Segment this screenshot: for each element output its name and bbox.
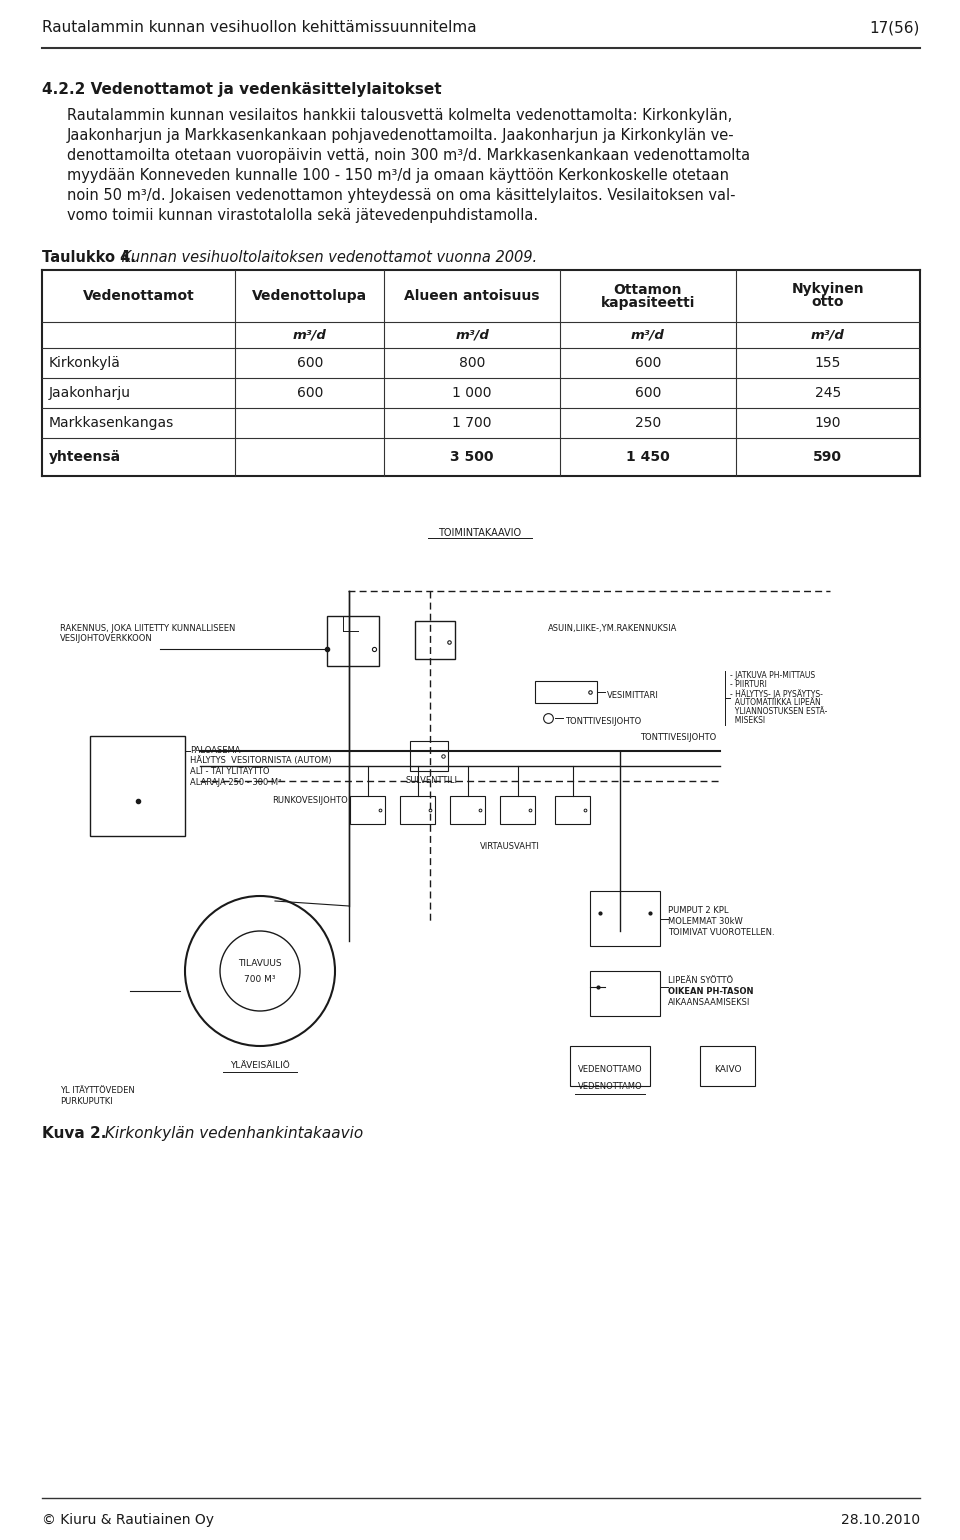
Text: 800: 800 (459, 356, 486, 370)
Text: 28.10.2010: 28.10.2010 (841, 1512, 920, 1528)
Text: Kirkonkylä: Kirkonkylä (49, 356, 121, 370)
Bar (570, 1046, 650, 1086)
Text: 600: 600 (635, 387, 661, 400)
Text: 600: 600 (297, 387, 323, 400)
Text: TONTTIVESIJOHTO: TONTTIVESIJOHTO (640, 733, 716, 742)
Text: noin 50 m³/d. Jokaisen vedenottamon yhteydessä on oma käsittelylaitos. Vesilaito: noin 50 m³/d. Jokaisen vedenottamon yhte… (67, 188, 735, 203)
Text: 250: 250 (635, 416, 660, 430)
Bar (590, 892, 660, 946)
Text: 17(56): 17(56) (870, 20, 920, 35)
Text: m³/d: m³/d (631, 328, 664, 342)
Text: VESIMITTARI: VESIMITTARI (607, 690, 659, 699)
Text: yhteensä: yhteensä (49, 450, 121, 464)
Text: - HÄLYTYS- JA PYSÄYTYS-: - HÄLYTYS- JA PYSÄYTYS- (730, 688, 823, 699)
Text: AUTOMATIIKKA LIPEÄN: AUTOMATIIKKA LIPEÄN (730, 698, 821, 707)
Text: 3 500: 3 500 (450, 450, 494, 464)
Text: - JATKUVA PH-MITTAUS: - JATKUVA PH-MITTAUS (730, 671, 815, 681)
Text: kapasiteetti: kapasiteetti (601, 296, 695, 310)
Bar (350, 796, 385, 824)
Text: Kirkonkylän vedenhankintakaavio: Kirkonkylän vedenhankintakaavio (100, 1126, 363, 1141)
Text: VESIJOHTOVERKKOON: VESIJOHTOVERKKOON (60, 634, 153, 644)
Text: TOIMIVAT VUOROTELLEN.: TOIMIVAT VUOROTELLEN. (668, 929, 775, 936)
Text: ALARAJA 250 - 300 M³: ALARAJA 250 - 300 M³ (190, 778, 281, 787)
Text: © Kiuru & Rautiainen Oy: © Kiuru & Rautiainen Oy (42, 1512, 214, 1528)
Bar (700, 1046, 755, 1086)
Text: HÄLYTYS  VESITORNISTA (AUTOM): HÄLYTYS VESITORNISTA (AUTOM) (190, 756, 331, 765)
Text: otto: otto (811, 296, 844, 310)
Text: PALOASEMA: PALOASEMA (190, 745, 241, 755)
Text: 600: 600 (635, 356, 661, 370)
Text: VEDENOTTAMO: VEDENOTTAMO (578, 1083, 642, 1090)
Text: ASUIN,LIIKE-,YM.RAKENNUKSIA: ASUIN,LIIKE-,YM.RAKENNUKSIA (548, 624, 678, 633)
Text: Alueen antoisuus: Alueen antoisuus (404, 290, 540, 303)
Text: 190: 190 (814, 416, 841, 430)
Text: KAIVO: KAIVO (713, 1064, 741, 1073)
Text: 245: 245 (815, 387, 841, 400)
Text: ALI - TAI YLITÄYTTÖ: ALI - TAI YLITÄYTTÖ (190, 767, 270, 776)
Text: TOIMINTAKAAVIO: TOIMINTAKAAVIO (439, 528, 521, 537)
Text: Jaakonharju: Jaakonharju (49, 387, 131, 400)
Text: Markkasenkangas: Markkasenkangas (49, 416, 175, 430)
Text: Ottamon: Ottamon (613, 282, 682, 297)
Text: denottamoilta otetaan vuoropäivin vettä, noin 300 m³/d. Markkasenkankaan vedenot: denottamoilta otetaan vuoropäivin vettä,… (67, 148, 750, 163)
Text: VEDENOTTAMO: VEDENOTTAMO (578, 1064, 642, 1073)
Text: Vedenottolupa: Vedenottolupa (252, 290, 368, 303)
Text: TILAVUUS: TILAVUUS (238, 958, 282, 967)
Bar (410, 741, 448, 772)
Text: Taulukko 4.: Taulukko 4. (42, 249, 136, 265)
Text: Rautalammin kunnan vesihuollon kehittämissuunnitelma: Rautalammin kunnan vesihuollon kehittämi… (42, 20, 476, 35)
Text: myydään Konneveden kunnalle 100 - 150 m³/d ja omaan käyttöön Kerkonkoskelle otet: myydään Konneveden kunnalle 100 - 150 m³… (67, 168, 729, 183)
Text: LIPEÄN SYÖTTÖ: LIPEÄN SYÖTTÖ (668, 976, 733, 986)
Text: Kuva 2.: Kuva 2. (42, 1126, 107, 1141)
Text: vomo toimii kunnan virastotalolla sekä jätevedenpuhdistamolla.: vomo toimii kunnan virastotalolla sekä j… (67, 208, 539, 223)
Text: Vedenottamot: Vedenottamot (83, 290, 195, 303)
Text: 600: 600 (297, 356, 323, 370)
Bar (400, 796, 435, 824)
Bar (90, 736, 185, 836)
Text: YLIANNOSTUKSEN ESTÄ-: YLIANNOSTUKSEN ESTÄ- (730, 707, 828, 716)
Bar (450, 796, 485, 824)
Text: YL ITÄYTTÖVEDEN: YL ITÄYTTÖVEDEN (60, 1086, 134, 1095)
Text: Kunnan vesihuoltolaitoksen vedenottamot vuonna 2009.: Kunnan vesihuoltolaitoksen vedenottamot … (117, 249, 538, 265)
Text: 4.2.2 Vedenottamot ja vedenkäsittelylaitokset: 4.2.2 Vedenottamot ja vedenkäsittelylait… (42, 82, 442, 97)
Text: 590: 590 (813, 450, 842, 464)
Text: YLÄVEISÄILIÖ: YLÄVEISÄILIÖ (230, 1061, 290, 1070)
Text: 700 M³: 700 M³ (244, 975, 276, 984)
Text: VIRTAUSVAHTI: VIRTAUSVAHTI (480, 842, 540, 852)
Text: SULVENTTILI: SULVENTTILI (405, 776, 457, 785)
Text: MISEKSI: MISEKSI (730, 716, 765, 725)
Text: Jaakonharjun ja Markkasenkankaan pohjavedenottamoilta. Jaakonharjun ja Kirkonkyl: Jaakonharjun ja Markkasenkankaan pohjave… (67, 128, 734, 143)
Text: 1 700: 1 700 (452, 416, 492, 430)
Text: 1 000: 1 000 (452, 387, 492, 400)
Text: TONTTIVESIJOHTO: TONTTIVESIJOHTO (565, 716, 641, 725)
Text: 155: 155 (815, 356, 841, 370)
Bar (415, 621, 455, 659)
Text: 1 450: 1 450 (626, 450, 670, 464)
Text: RAKENNUS, JOKA LIITETTY KUNNALLISEEN: RAKENNUS, JOKA LIITETTY KUNNALLISEEN (60, 624, 235, 633)
Bar (500, 796, 535, 824)
Text: RUNKOVESIJOHTO: RUNKOVESIJOHTO (272, 796, 348, 805)
Bar (555, 796, 590, 824)
Text: PUMPUT 2 KPL: PUMPUT 2 KPL (668, 906, 729, 915)
Bar (327, 616, 379, 665)
Text: m³/d: m³/d (455, 328, 490, 342)
Text: AIKAANSAAMISEKSI: AIKAANSAAMISEKSI (668, 998, 751, 1007)
Text: MOLEMMAT 30kW: MOLEMMAT 30kW (668, 916, 743, 926)
Text: PURKUPUTKI: PURKUPUTKI (60, 1096, 112, 1106)
Text: m³/d: m³/d (811, 328, 845, 342)
Text: Rautalammin kunnan vesilaitos hankkii talousvettä kolmelta vedenottamolta: Kirko: Rautalammin kunnan vesilaitos hankkii ta… (67, 108, 732, 123)
Bar (590, 972, 660, 1016)
Text: - PIIRTURI: - PIIRTURI (730, 681, 767, 688)
Bar (535, 681, 597, 702)
Text: Nykyinen: Nykyinen (791, 282, 864, 297)
Text: m³/d: m³/d (293, 328, 326, 342)
Text: OIKEAN PH-TASON: OIKEAN PH-TASON (668, 987, 754, 996)
